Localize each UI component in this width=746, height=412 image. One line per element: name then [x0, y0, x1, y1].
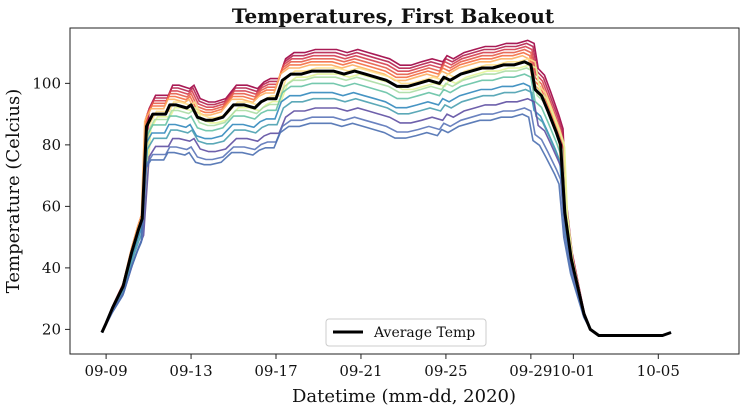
- chart-title: Temperatures, First Bakeout: [232, 4, 555, 28]
- x-tick-label: 09-25: [424, 362, 467, 380]
- y-axis-label: Temperature (Celcius): [3, 89, 24, 294]
- plot-frame: [69, 27, 740, 355]
- x-tick-label: 09-17: [254, 362, 297, 380]
- sensor-line: [101, 64, 672, 337]
- sensor-line: [101, 39, 672, 337]
- sensor-line: [101, 82, 672, 337]
- x-axis: 09-09 09-13 09-17 09-21 09-25 09-29 10-01 10-05: [84, 354, 680, 380]
- sensor-line: [101, 113, 672, 337]
- sensor-line: [101, 107, 672, 337]
- legend-box: [325, 318, 487, 347]
- legend: Average Temp: [325, 318, 487, 347]
- x-tick-label: 09-21: [339, 362, 382, 380]
- y-tick-label: 20: [42, 320, 61, 338]
- x-tick-label: 09-13: [169, 362, 212, 380]
- sensor-line: [101, 51, 672, 337]
- y-tick-label: 80: [42, 136, 61, 154]
- x-tick-label: 10-05: [637, 362, 680, 380]
- x-tick-label: 09-09: [84, 362, 127, 380]
- y-tick-label: 60: [42, 197, 61, 215]
- x-axis-label: Datetime (mm-dd, 2020): [292, 386, 516, 407]
- y-axis: 20 40 60 80 100: [32, 74, 70, 338]
- legend-label-average: Average Temp: [373, 325, 475, 341]
- sensor-line: [101, 45, 672, 337]
- x-tick-label: 09-29: [509, 362, 552, 380]
- average-line-group: [100, 60, 672, 337]
- y-tick-label: 100: [32, 74, 61, 92]
- average-temp-line: [100, 60, 672, 337]
- sensor-lines: [101, 39, 672, 337]
- y-tick-label: 40: [42, 259, 61, 277]
- x-tick-label: 10-01: [552, 362, 595, 380]
